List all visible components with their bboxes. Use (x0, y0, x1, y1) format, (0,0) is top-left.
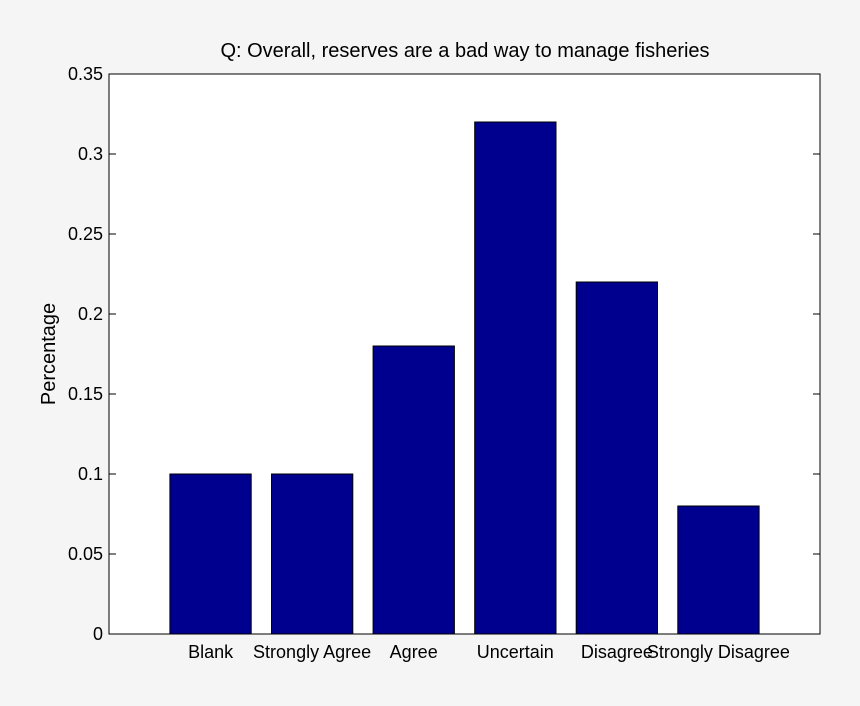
x-tick-label: Agree (390, 642, 438, 662)
x-tick-label: Disagree (581, 642, 653, 662)
y-tick-label: 0.3 (78, 144, 103, 164)
bar-agree (372, 345, 455, 635)
x-tick-label: Blank (188, 642, 234, 662)
bars-group (169, 121, 760, 635)
x-tick-label: Uncertain (477, 642, 554, 662)
y-tick-label: 0.1 (78, 464, 103, 484)
x-tick-label: Strongly Agree (253, 642, 371, 662)
bar-disagree (575, 281, 659, 635)
bar-strongly-agree (271, 473, 354, 635)
y-tick-label: 0.35 (68, 64, 103, 84)
x-tick-label: Strongly Disagree (647, 642, 790, 662)
y-tick-label: 0 (93, 624, 103, 644)
y-ticks-group: 0 0.05 0.1 0.15 0.2 0.25 0.3 0.35 (68, 64, 820, 644)
y-tick-label: 0.25 (68, 224, 103, 244)
bar-uncertain (474, 121, 557, 635)
plot-frame (108, 73, 821, 635)
x-tick-labels-group: Blank Strongly Agree Agree Uncertain Disagre… (188, 642, 790, 662)
y-tick-label: 0.15 (68, 384, 103, 404)
y-axis-label: Percentage (38, 303, 60, 405)
bar-blank (169, 473, 252, 635)
bar-strongly-disagree (677, 505, 760, 635)
chart-title: Q: Overall, reserves are a bad way to ma… (220, 40, 709, 62)
y-tick-label: 0.05 (68, 544, 103, 564)
y-tick-label: 0.2 (78, 304, 103, 324)
